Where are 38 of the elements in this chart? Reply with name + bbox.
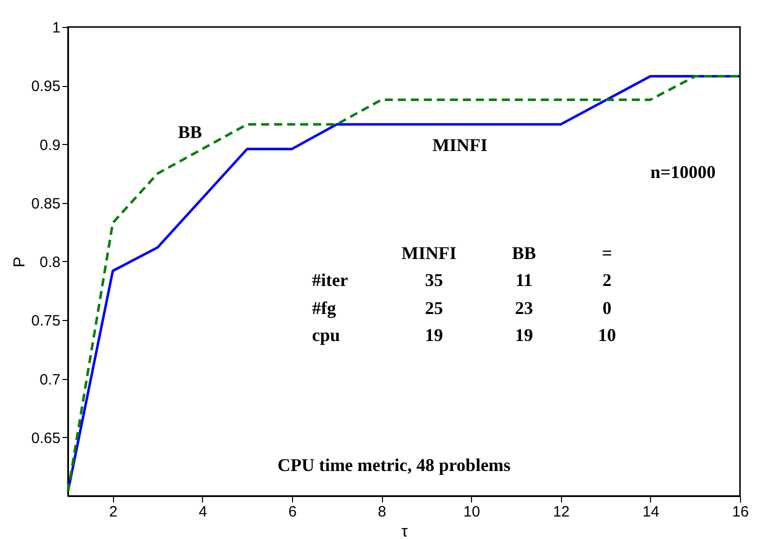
x-tick-label: 16 [732, 504, 749, 520]
y-tick-label: 0.7 [40, 371, 60, 388]
annotation: 2 [602, 270, 612, 290]
x-tick-label: 8 [378, 504, 386, 520]
x-tick-label: 6 [288, 504, 297, 520]
series-label: MINFI [432, 135, 488, 155]
x-tick-label: 12 [552, 504, 570, 520]
annotation: cpu [312, 325, 340, 345]
annotation: 19 [515, 325, 533, 345]
annotation: BB [512, 243, 536, 263]
series-label: BB [178, 122, 202, 142]
annotation: #iter [312, 270, 348, 290]
annotation: CPU time metric, 48 problems [277, 455, 511, 475]
y-tick-label: 0.9 [40, 136, 60, 154]
x-axis-title: τ [401, 524, 408, 539]
y-tick-label: 0.85 [31, 195, 60, 212]
annotation: n=10000 [650, 162, 716, 182]
annotation: 11 [515, 270, 533, 290]
annotation: 10 [598, 325, 616, 345]
annotation: = [602, 243, 612, 263]
x-tick-label: 14 [642, 504, 660, 520]
y-tick-label: 0.8 [40, 254, 60, 271]
annotation: MINFI [402, 243, 456, 263]
annotation: 0 [602, 298, 612, 318]
y-axis-title: P [11, 256, 28, 268]
y-tick-label: 0.75 [31, 312, 60, 330]
annotation: 23 [515, 298, 533, 318]
y-tick-label: 1 [52, 20, 60, 36]
y-tick-label: 0.65 [31, 430, 60, 447]
x-tick-label: 10 [463, 504, 480, 520]
x-tick-label: 2 [109, 504, 118, 520]
x-tick-label: 4 [198, 504, 208, 520]
annotation: 35 [425, 270, 443, 290]
annotation: 25 [425, 298, 443, 318]
line-series [66, 74, 742, 493]
annotation: 19 [425, 325, 443, 345]
annotation: #fg [312, 298, 336, 318]
y-tick-label: 0.95 [31, 78, 60, 96]
